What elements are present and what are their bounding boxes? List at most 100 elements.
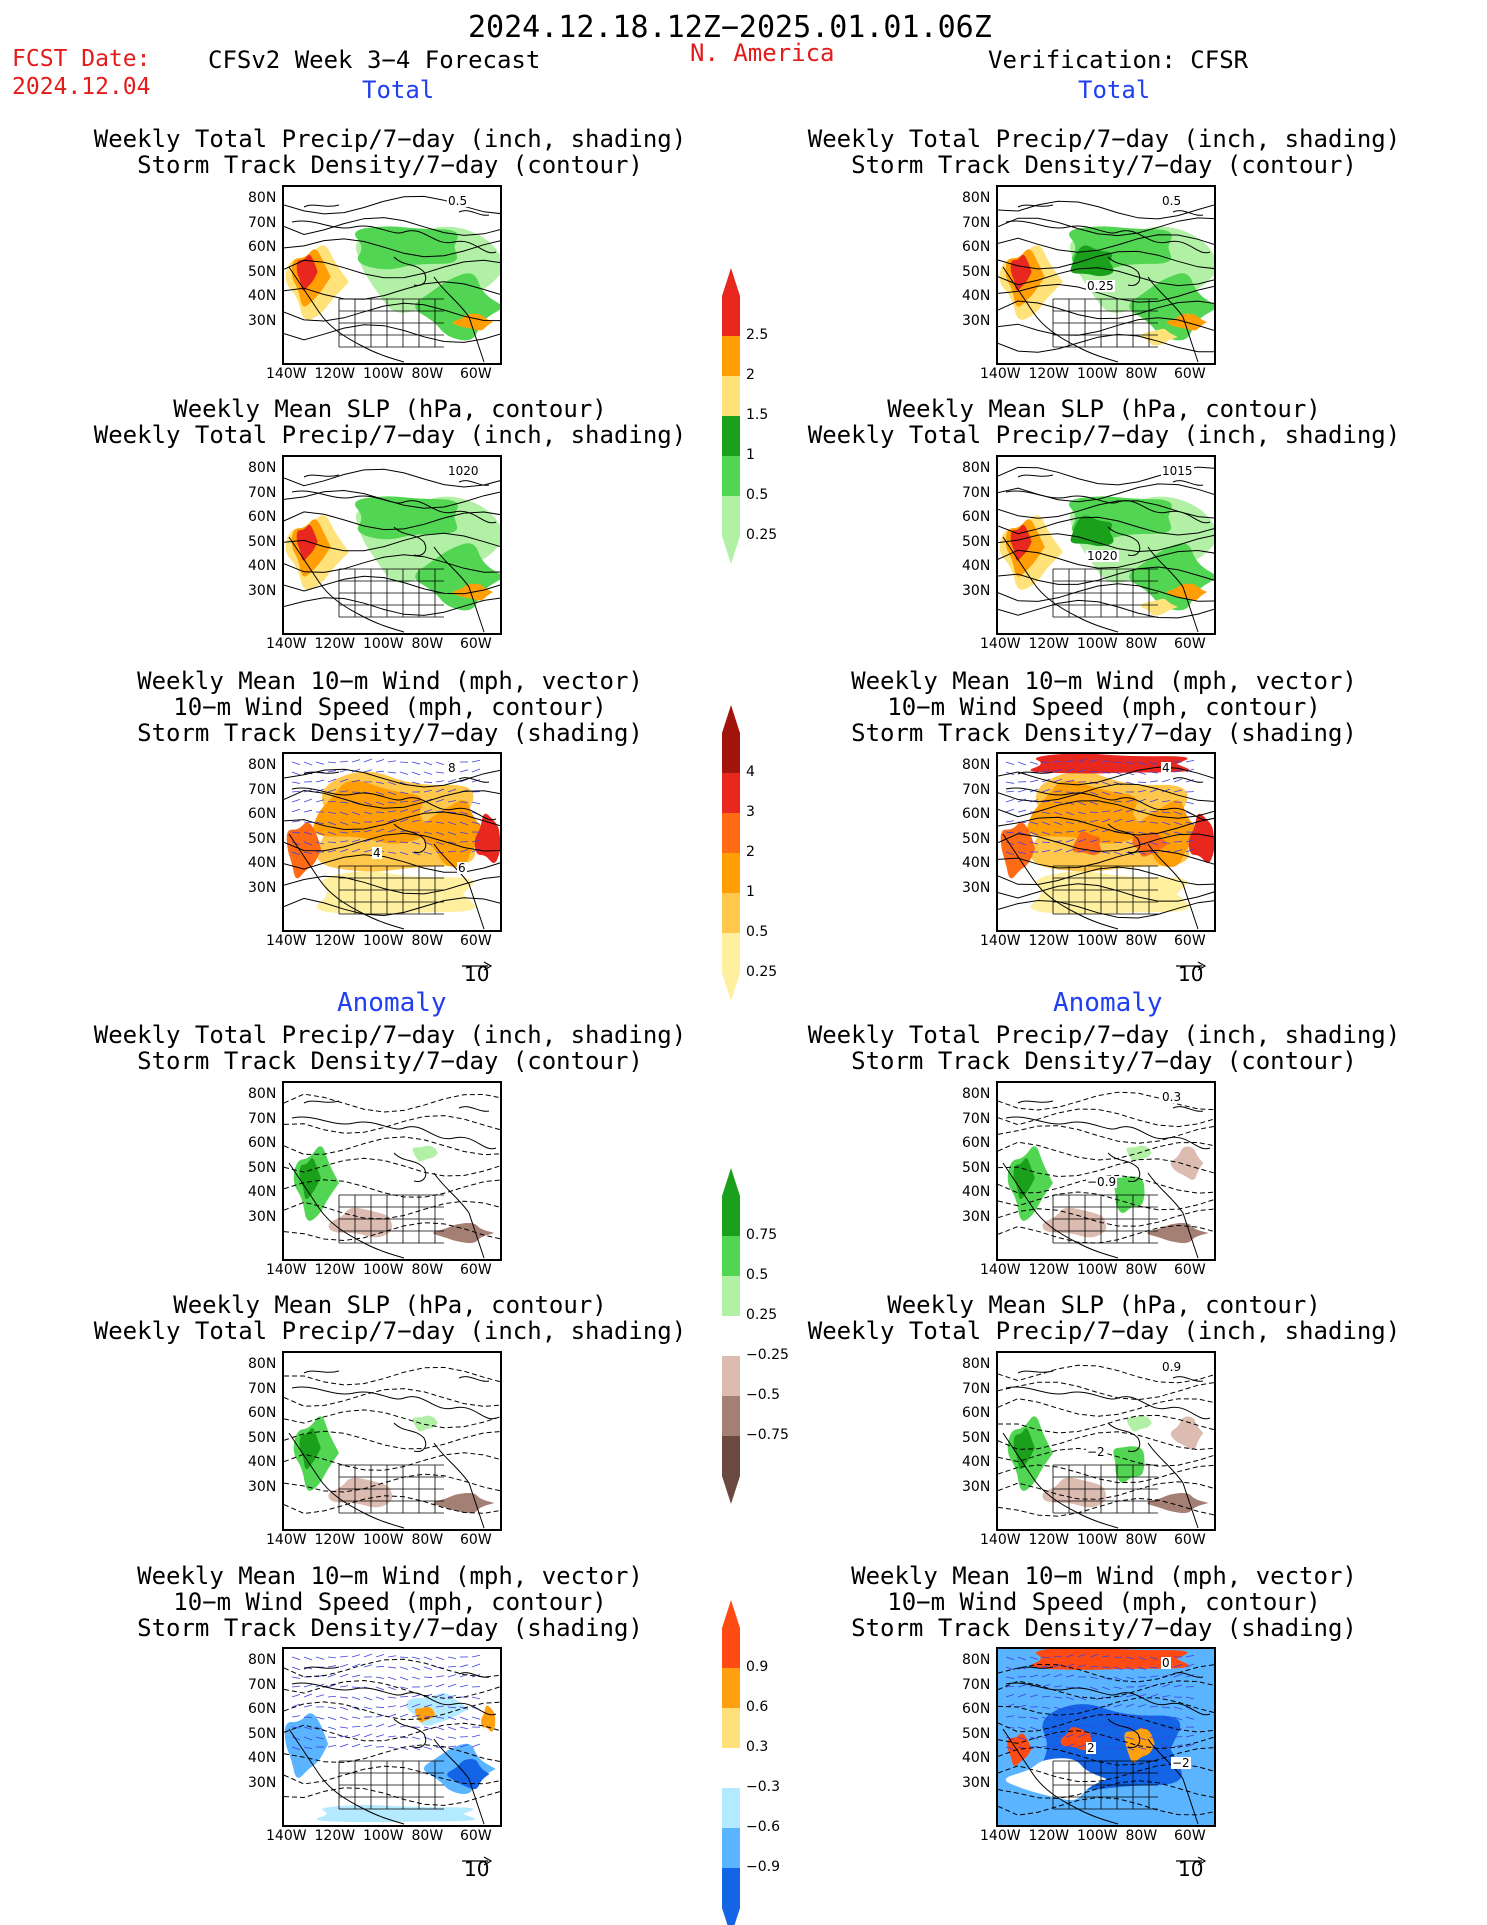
colorbar-storm-total-label: 2 — [746, 844, 755, 860]
panel-title-line: Weekly Mean 10−m Wind (mph, vector) — [137, 667, 643, 695]
colorbar-segment — [722, 773, 740, 813]
panel-title-line: Weekly Mean SLP (hPa, contour) — [173, 395, 607, 423]
forecast-panel-3-lat-tick: 80N — [248, 757, 277, 773]
colorbar-storm-anomaly-label: 0.9 — [746, 1659, 769, 1675]
verification-panel-2-lat-tick: 30N — [962, 582, 991, 599]
verification-panel-4-lon-tick: 100W — [1077, 1262, 1118, 1278]
verification-panel-5 — [996, 1351, 1216, 1531]
colorbar-segment — [722, 336, 740, 376]
colorbar-segment — [722, 1748, 740, 1788]
forecast-panel-1-lat-tick: 50N — [248, 263, 277, 280]
storm-density-low — [1030, 871, 1190, 915]
verification-panel-3-lon-tick: 100W — [1077, 933, 1118, 949]
precip-moderate — [354, 496, 458, 540]
panel-title-line: Storm Track Density/7−day (shading) — [137, 719, 643, 747]
panel-title-line: Weekly Total Precip/7−day (inch, shading… — [807, 125, 1401, 153]
coastline — [1002, 204, 1211, 363]
forecast-panel-3-lon-tick: 100W — [363, 933, 404, 949]
forecast-panel-2-lat-tick: 80N — [248, 460, 277, 476]
forecast-panel-2-lat-tick: 40N — [248, 558, 277, 574]
colorbar-segment — [722, 893, 740, 933]
panel-title-line: 10−m Wind Speed (mph, contour) — [173, 1588, 607, 1616]
coastline — [288, 771, 497, 930]
colorbar-segment — [722, 376, 740, 416]
forecast-panel-4-plot — [284, 1093, 500, 1259]
verification-panel-4 — [996, 1081, 1216, 1261]
forecast-panel-5 — [282, 1351, 502, 1531]
panel-title-line: Weekly Mean 10−m Wind (mph, vector) — [137, 1562, 643, 1590]
forecast-panel-4 — [282, 1081, 502, 1261]
coastline — [288, 1100, 497, 1259]
verification-panel-3-lon-tick: 120W — [1028, 933, 1070, 949]
precip-anomaly-positive — [412, 1145, 438, 1162]
precip-anomaly-positive — [1013, 1428, 1035, 1470]
coastline — [288, 1666, 497, 1825]
storm-anomaly-positive — [1124, 1727, 1155, 1763]
verification-panel-2-lon-tick: 60W — [1174, 636, 1206, 652]
section-anomaly-left: Anomaly — [337, 988, 447, 1018]
forecast-panel-2-lon-tick: 120W — [314, 636, 356, 652]
colorbar-segment — [722, 933, 740, 973]
precip-heavy — [1141, 598, 1178, 616]
verification-panel-4-lat-tick: 70N — [962, 1110, 991, 1127]
forecast-panel-3-lat-tick: 50N — [248, 830, 277, 847]
verification-panel-2-lat-tick: 70N — [962, 484, 991, 501]
storm-anomaly-positive — [1060, 1727, 1092, 1751]
colorbar-storm-anomaly-graphic — [722, 1600, 740, 1925]
forecast-panel-5-lon-tick: 80W — [411, 1532, 444, 1548]
coastline — [1002, 771, 1211, 930]
precip-anomaly-negative — [1147, 1492, 1209, 1514]
precip-anomaly-negative — [328, 1477, 393, 1508]
forecast-panel-1-lat-tick: 40N — [248, 288, 277, 304]
forecast-panel-2-lon-tick: 140W — [266, 636, 307, 652]
contour-label: 1015 — [1161, 464, 1194, 478]
colorbar-storm-total-graphic — [722, 705, 740, 1001]
verification-panel-1-lat-tick: 80N — [962, 190, 991, 206]
forecast-panel-1-lat-tick: 30N — [248, 312, 277, 329]
verification-panel-6-lon-tick: 60W — [1174, 1828, 1206, 1844]
panel-title-line: 10−m Wind Speed (mph, contour) — [887, 1588, 1321, 1616]
verification-panel-1-lon-tick: 60W — [1174, 366, 1206, 382]
state-borders — [1052, 298, 1158, 348]
colorbar-segment — [722, 1396, 740, 1436]
colorbar-storm-anomaly-label: −0.6 — [746, 1819, 780, 1835]
vector-reference-arrow-icon — [1176, 952, 1207, 971]
verification-panel-5-lat-tick: 70N — [962, 1380, 991, 1397]
contour-lines — [998, 1091, 1214, 1244]
verification-panel-4-lat-tick: 80N — [962, 1086, 991, 1102]
forecast-panel-3-lat-tick: 60N — [248, 806, 277, 822]
contour-label: −2 — [1086, 1445, 1106, 1459]
state-borders — [1052, 1194, 1158, 1244]
forecast-panel-5-lat-tick: 70N — [248, 1380, 277, 1397]
verification-panel-2 — [996, 455, 1216, 635]
precip-extreme — [296, 254, 318, 291]
forecast-panel-1-lat-tick: 80N — [248, 190, 277, 206]
precip-anomaly-positive — [1126, 1145, 1152, 1162]
panel-title-line: Weekly Total Precip/7−day (inch, shading… — [93, 1317, 687, 1345]
forecast-panel-6-lon-tick: 80W — [411, 1828, 444, 1844]
contour-label: 1020 — [447, 464, 480, 478]
contour-lines — [284, 1366, 500, 1515]
colorbar-precip-anomaly-label: 0.75 — [746, 1227, 778, 1243]
coastline — [1002, 1100, 1211, 1259]
precip-anomaly-positive — [1113, 1176, 1145, 1213]
forecast-panel-6-lat-tick: 50N — [248, 1725, 277, 1742]
precip-extreme — [1010, 254, 1032, 291]
precip-anomaly-positive — [1013, 1158, 1035, 1200]
panel-title-line: Weekly Total Precip/7−day (inch, shading… — [807, 1021, 1401, 1049]
colorbar-precip-anomaly-label: 0.5 — [746, 1267, 769, 1283]
forecast-panel-6-lat-tick: 80N — [248, 1652, 277, 1668]
forecast-panel-1-lon-tick: 80W — [411, 366, 444, 382]
colorbar-segment — [722, 1668, 740, 1708]
verification-panel-3-lat-tick: 30N — [962, 879, 991, 896]
vector-reference: 10 — [1176, 1847, 1207, 1881]
precip-anomaly-positive — [299, 1428, 321, 1470]
forecast-panel-2-lon-tick: 100W — [363, 636, 404, 652]
verification-panel-6 — [996, 1647, 1216, 1827]
storm-density-high — [1000, 822, 1036, 879]
verification-panel-6-plot — [998, 1649, 1214, 1825]
forecast-panel-1-plot — [284, 195, 500, 363]
panel-title-line: Weekly Total Precip/7−day (inch, shading… — [807, 421, 1401, 449]
verification-panel-3-lat-tick: 50N — [962, 830, 991, 847]
